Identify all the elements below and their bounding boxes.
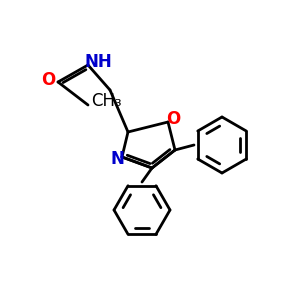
Text: CH₃: CH₃: [91, 92, 121, 110]
Text: O: O: [166, 110, 180, 128]
Text: N: N: [110, 150, 124, 168]
Text: NH: NH: [84, 53, 112, 71]
Text: O: O: [41, 71, 55, 89]
